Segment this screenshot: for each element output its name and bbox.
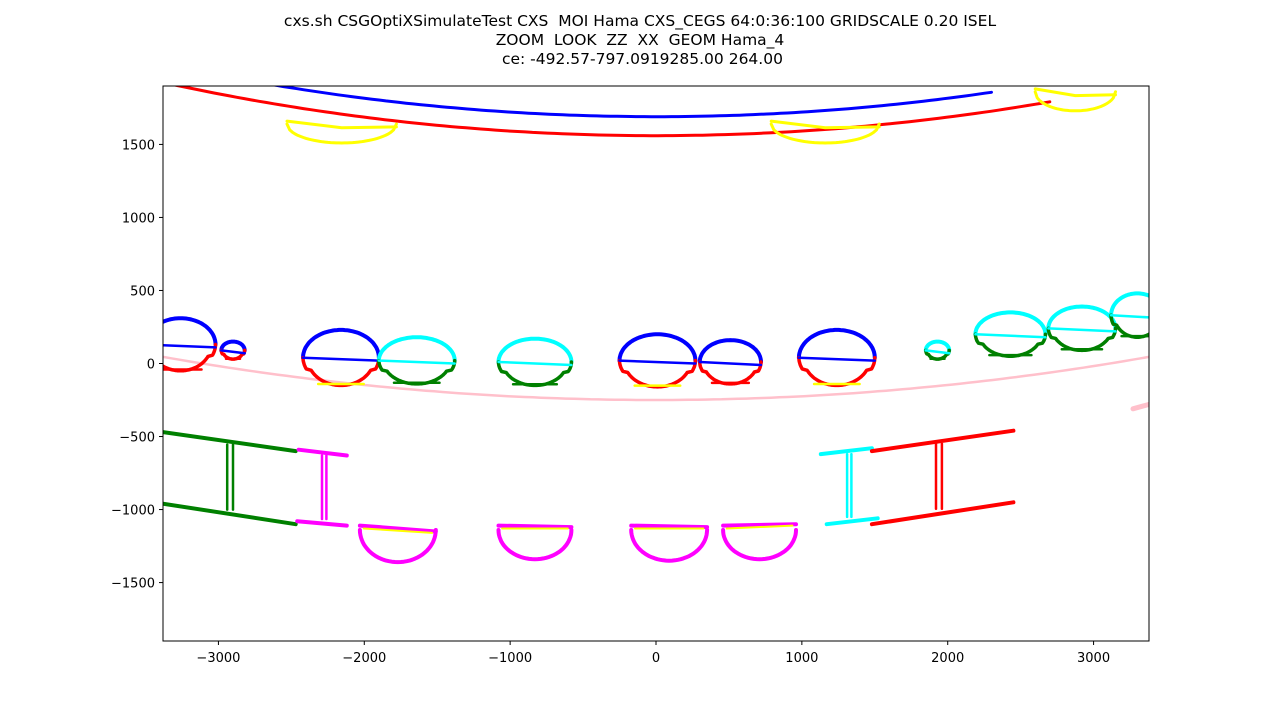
pmt-6-bottom <box>617 358 698 389</box>
magenta-cup-4-bowl <box>721 528 798 562</box>
chart-title-line-1: cxs.sh CSGOptiXSimulateTest CXS MOI Hama… <box>283 12 997 30</box>
magenta-cup-2-rim <box>496 523 574 530</box>
pmt-8-bottom <box>797 355 877 388</box>
pmt-5-equator <box>497 360 573 367</box>
magenta-cup-1-inner <box>362 527 433 534</box>
pmt-8-top <box>796 327 877 360</box>
cyan-strut-right-upper <box>818 446 874 457</box>
pmt-4-equator <box>377 359 456 365</box>
chart-title-line-2: ZOOM LOOK ZZ XX GEOM Hama_4 <box>495 31 785 49</box>
magenta-cup-1-bowl <box>357 528 438 565</box>
y-tick-label: 1000 <box>122 211 155 226</box>
x-tick-label: −1000 <box>488 651 532 666</box>
pmt-7-top <box>697 338 763 364</box>
pmt-5-top <box>496 336 574 364</box>
y-tick-label: 0 <box>147 358 155 373</box>
yellow-lens-1-bottom <box>285 122 398 145</box>
pmt-1-top <box>163 316 218 347</box>
magenta-strut-left-lower <box>295 519 349 528</box>
y-tick-label: 1500 <box>122 138 155 153</box>
yellow-lens-2-bottom <box>769 122 881 145</box>
pmt-2-top <box>219 339 247 353</box>
pmt-1-equator <box>163 343 217 349</box>
outer-red-arc <box>172 86 1052 138</box>
x-tick-label: 0 <box>652 651 660 666</box>
magenta-cup-3-rim <box>629 523 710 530</box>
y-tick-label: −500 <box>119 431 155 446</box>
x-tick-label: 2000 <box>931 651 964 666</box>
x-tick-label: 3000 <box>1077 651 1110 666</box>
y-tick-label: 500 <box>130 284 155 299</box>
y-axis: −1500 −1000 −500 0 500 1000 1500 <box>111 138 163 592</box>
x-axis: −3000 −2000 −1000 0 1000 2000 3000 <box>196 641 1110 666</box>
yellow-lens-2-top <box>769 119 881 130</box>
pmt-9-top <box>923 339 952 353</box>
pmt-2-equator <box>220 349 246 355</box>
pmt-6-equator <box>618 359 697 365</box>
magenta-cup-1-rim <box>357 523 438 534</box>
pmt-10-top <box>973 310 1048 337</box>
pmt-1-bottom <box>163 342 218 373</box>
cyan-strut-right-lower <box>824 516 880 527</box>
x-tick-label: 1000 <box>785 651 818 666</box>
pmt-7-equator <box>698 360 763 367</box>
yellow-lens-1-top <box>285 119 398 130</box>
chart-title-line-3: ce: -492.57-797.0919285.00 264.00 <box>497 50 783 68</box>
red-strut-right-lower <box>869 500 1016 527</box>
pmt-11-equator <box>1047 327 1117 333</box>
y-tick-label: −1000 <box>111 504 155 519</box>
magenta-cup-4-inner <box>725 524 794 530</box>
inner-pink-arc <box>163 355 1149 402</box>
x-tick-label: −2000 <box>342 651 386 666</box>
yellow-lens-3-bottom <box>1033 90 1117 113</box>
green-strut-left-upper <box>163 430 298 454</box>
pmt-12-bottom <box>1109 313 1149 339</box>
outer-blue-arc <box>271 86 993 119</box>
y-tick-label: −1500 <box>111 577 155 592</box>
pink-stub <box>1130 401 1149 412</box>
magenta-cup-2-bowl <box>496 528 574 562</box>
pmt-8-equator <box>797 356 877 362</box>
pmt-10-equator <box>974 333 1047 339</box>
pmt-12-equator <box>1109 314 1149 319</box>
x-tick-label: −3000 <box>196 651 240 666</box>
pmt-12-top <box>1109 291 1149 318</box>
red-strut-right-upper <box>869 428 1016 454</box>
magenta-cup-3-bowl <box>629 528 710 563</box>
pmt-4-top <box>376 335 457 363</box>
pmt-11-top <box>1046 304 1118 331</box>
pmt-9-equator <box>924 349 951 355</box>
pmt-3-top <box>301 327 381 360</box>
yellow-lens-3-top <box>1033 87 1117 98</box>
plot-marks <box>163 86 1149 565</box>
pmt-6-top <box>617 332 698 363</box>
pmt-3-equator <box>301 356 381 362</box>
pmt-3-bottom <box>301 355 381 388</box>
magenta-strut-left-upper <box>296 447 349 458</box>
green-strut-left-lower <box>163 501 298 527</box>
magenta-cup-4-rim <box>721 522 798 528</box>
